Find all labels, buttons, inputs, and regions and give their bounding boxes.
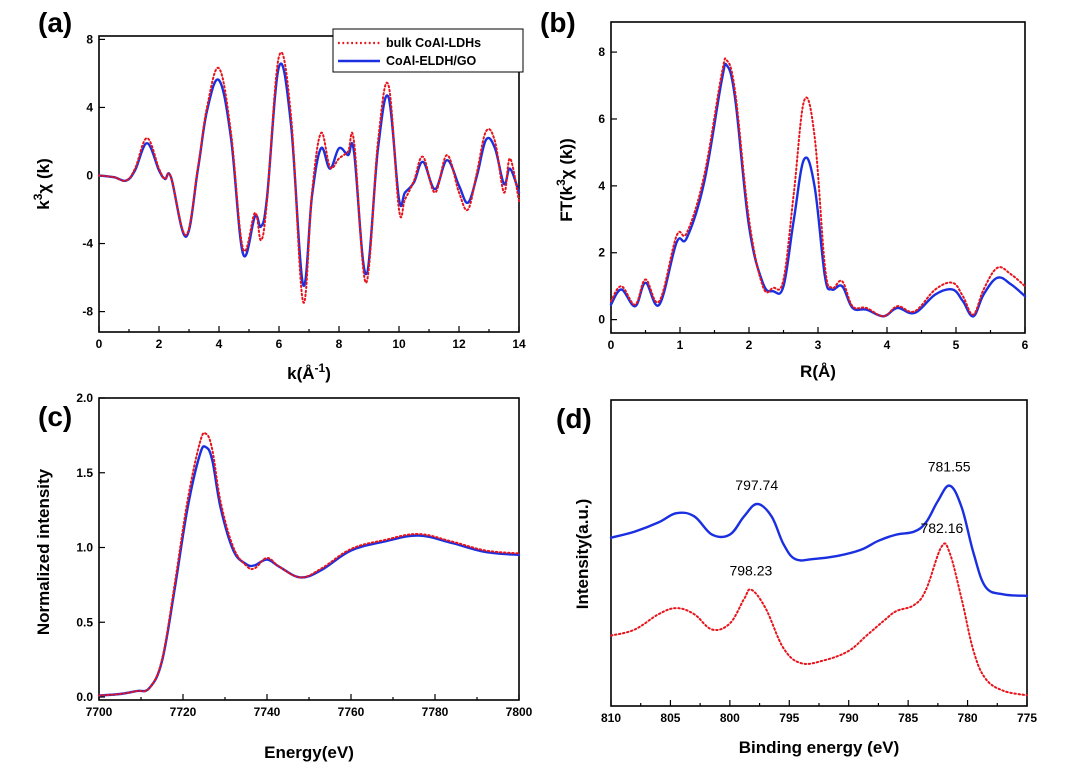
- y-tick-label: 4: [598, 179, 605, 193]
- panel-b-xlabel: R(Å): [800, 362, 836, 381]
- peak-annotation: 782.16: [920, 520, 963, 536]
- panel-a-label: (a): [38, 7, 72, 38]
- peak-annotation: 797.74: [735, 477, 778, 493]
- y-tick-label: -4: [82, 237, 93, 251]
- panel-c-series: [97, 431, 521, 697]
- x-tick-label: 0: [96, 337, 103, 351]
- panel-b-ticks: 0 1 2 3 4 5 6 0 2 4 6 8: [598, 45, 1028, 352]
- panel-b-label: (b): [540, 7, 576, 38]
- y-tick-label: 1.0: [76, 541, 93, 555]
- panel-a-ticks: 0 2 4 6 8 10 12 14 -8 -4 0 4 8: [82, 32, 526, 351]
- x-tick-label: 800: [720, 711, 740, 725]
- x-tick-label: 2: [156, 337, 163, 351]
- panel-d: (d) 810 805 800 795 790 785 780 775 Binding ene…: [556, 399, 1037, 757]
- y-tick-label: -8: [82, 305, 93, 319]
- peak-annotation: 781.55: [928, 459, 971, 475]
- x-tick-label: 805: [660, 711, 680, 725]
- series-bulk-line: [610, 542, 1028, 697]
- panel-b-ylabel: FT(k3χ (k)): [554, 138, 576, 222]
- series-eldh-line: [97, 62, 521, 287]
- x-tick-label: 795: [779, 711, 799, 725]
- x-tick-label: 8: [336, 337, 343, 351]
- panel-d-axes: [610, 399, 1028, 707]
- y-tick-label: 2: [598, 246, 605, 260]
- series-eldh-line: [97, 445, 521, 697]
- panel-c-ticks: 7700 7720 7740 7760 7780 7800 0.0 0.5 1.0 1.5 2.0: [76, 391, 532, 719]
- x-tick-label: 7740: [254, 705, 281, 719]
- panel-a-legend: bulk CoAl-LDHs CoAl-ELDH/GO: [332, 28, 524, 73]
- legend-bulk-label: bulk CoAl-LDHs: [386, 36, 481, 50]
- x-tick-label: 775: [1017, 711, 1037, 725]
- legend-box: [332, 28, 524, 73]
- panel-c-ylabel: Normalized intensity: [34, 468, 53, 635]
- y-tick-label: 1.5: [76, 466, 93, 480]
- series-eldh-line: [609, 62, 1027, 318]
- panel-c-axes: [98, 397, 520, 701]
- x-tick-label: 12: [452, 337, 466, 351]
- panel-d-label: (d): [556, 403, 592, 434]
- panel-a-series: [97, 51, 521, 304]
- x-tick-label: 790: [839, 711, 859, 725]
- x-tick-label: 785: [898, 711, 918, 725]
- y-tick-label: 4: [86, 100, 93, 114]
- x-tick-label: 5: [953, 338, 960, 352]
- y-tick-label: 0: [598, 313, 605, 327]
- y-tick-label: 2.0: [76, 391, 93, 405]
- x-tick-label: 6: [1022, 338, 1029, 352]
- x-tick-label: 780: [958, 711, 978, 725]
- panel-a-xlabel: k(Å-1): [287, 361, 331, 383]
- peak-annotation: 798.23: [729, 563, 772, 579]
- y-tick-label: 6: [598, 112, 605, 126]
- panel-c-xlabel: Energy(eV): [264, 743, 354, 762]
- panel-d-annotations: 797.74 781.55 798.23 782.16: [729, 459, 970, 579]
- x-tick-label: 14: [512, 337, 526, 351]
- panel-d-ticks: 810 805 800 795 790 785 780 775: [601, 700, 1037, 725]
- x-tick-label: 7720: [170, 705, 197, 719]
- x-tick-label: 3: [815, 338, 822, 352]
- x-tick-label: 7800: [506, 705, 533, 719]
- series-bulk-line: [610, 57, 1026, 318]
- panel-d-xlabel: Binding energy (eV): [739, 738, 900, 757]
- panel-b-series: [609, 57, 1027, 318]
- panel-a-ylabel: k3χ (k): [31, 158, 53, 209]
- x-tick-label: 6: [276, 337, 283, 351]
- panel-a: (a) 0 2 4 6 8 10 12 14 -8 -4 0 4 8 k(Å-1) k3χ (k) bu…: [31, 7, 526, 383]
- x-tick-label: 4: [216, 337, 223, 351]
- series-bulk-line: [98, 431, 520, 697]
- y-tick-label: 0.5: [76, 615, 93, 629]
- x-tick-label: 7760: [338, 705, 365, 719]
- x-tick-label: 7780: [422, 705, 449, 719]
- y-tick-label: 8: [86, 32, 93, 46]
- y-tick-label: 0: [86, 168, 93, 182]
- legend-eldh-label: CoAl-ELDH/GO: [386, 54, 477, 68]
- x-tick-label: 0: [608, 338, 615, 352]
- panel-d-series: [609, 484, 1029, 697]
- panel-c-label: (c): [38, 401, 72, 432]
- y-tick-label: 8: [598, 45, 605, 59]
- x-tick-label: 2: [746, 338, 753, 352]
- y-tick-label: 0.0: [76, 690, 93, 704]
- series-eldh-line: [609, 484, 1029, 597]
- panel-c: (c) 7700 7720 7740 7760 7780 7800 0.0 0.5 1.0 1.5…: [34, 391, 533, 762]
- x-tick-label: 10: [392, 337, 406, 351]
- x-tick-label: 1: [677, 338, 684, 352]
- panel-d-ylabel: Intensity(a.u.): [573, 499, 592, 610]
- x-tick-label: 7700: [86, 705, 113, 719]
- x-tick-label: 4: [884, 338, 891, 352]
- x-tick-label: 810: [601, 711, 621, 725]
- series-bulk-line: [98, 51, 520, 304]
- panel-b: (b) 0 1 2 3 4 5 6 0 2 4 6 8 R(Å) FT(k3χ (k)): [540, 7, 1029, 381]
